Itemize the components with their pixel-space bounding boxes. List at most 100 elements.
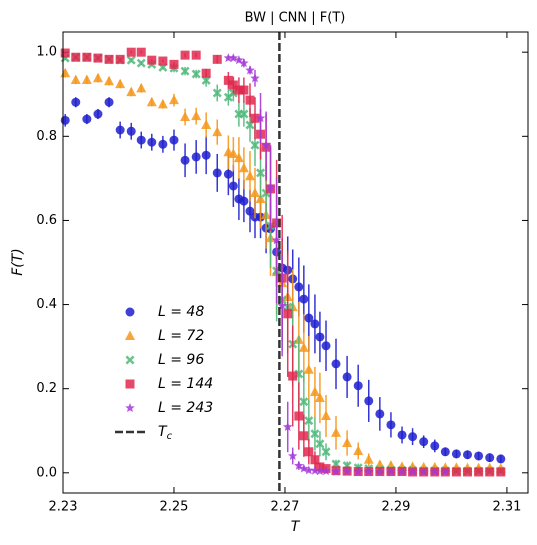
marker xyxy=(157,98,168,109)
marker xyxy=(277,300,287,310)
marker xyxy=(180,155,190,165)
legend-label-main: T xyxy=(158,424,168,440)
marker xyxy=(223,53,234,63)
marker xyxy=(234,85,244,95)
marker xyxy=(463,467,473,477)
marker xyxy=(294,460,304,470)
marker xyxy=(364,396,374,406)
marker xyxy=(228,80,238,90)
marker xyxy=(342,437,353,447)
marker xyxy=(71,52,81,62)
marker xyxy=(255,193,266,203)
marker xyxy=(239,109,249,119)
marker xyxy=(125,403,135,413)
legend-label: L = 48 xyxy=(158,304,204,320)
y-tick-label: 0.6 xyxy=(36,213,57,228)
marker xyxy=(261,140,271,150)
x-tick-label: 2.31 xyxy=(492,500,521,515)
marker xyxy=(321,447,331,457)
marker xyxy=(419,437,429,447)
marker xyxy=(309,386,320,397)
marker xyxy=(485,467,495,477)
y-tick-label: 0.0 xyxy=(36,465,57,480)
marker xyxy=(81,74,92,84)
marker xyxy=(304,416,314,426)
marker xyxy=(201,150,211,160)
marker xyxy=(474,451,484,461)
marker xyxy=(126,86,137,97)
marker xyxy=(115,78,126,89)
marker xyxy=(169,59,179,69)
marker xyxy=(191,50,201,60)
marker xyxy=(126,126,136,136)
marker xyxy=(397,466,407,477)
marker xyxy=(93,109,103,119)
marker xyxy=(212,126,223,137)
marker xyxy=(321,466,331,476)
marker xyxy=(255,113,266,123)
marker xyxy=(321,410,332,421)
marker xyxy=(408,432,418,442)
marker xyxy=(212,54,222,64)
y-tick-label: 0.2 xyxy=(36,381,57,396)
marker xyxy=(304,447,314,457)
x-tick-label: 2.25 xyxy=(160,500,189,515)
marker xyxy=(104,54,114,64)
marker xyxy=(250,113,260,123)
marker xyxy=(407,466,418,477)
marker xyxy=(180,66,190,76)
marker xyxy=(212,168,222,178)
marker xyxy=(212,88,222,98)
marker xyxy=(158,56,168,66)
marker xyxy=(233,152,244,163)
marker xyxy=(228,181,238,191)
marker xyxy=(303,364,314,374)
marker xyxy=(331,466,341,476)
marker xyxy=(265,182,276,192)
x-tick-label: 2.27 xyxy=(270,500,299,515)
marker xyxy=(201,68,211,78)
marker xyxy=(299,463,309,473)
marker xyxy=(228,148,239,158)
marker xyxy=(397,430,407,440)
marker xyxy=(147,55,157,65)
marker xyxy=(353,445,364,455)
marker xyxy=(315,439,325,449)
marker xyxy=(250,73,260,83)
marker xyxy=(430,441,440,451)
marker xyxy=(136,47,146,57)
marker xyxy=(363,466,374,477)
marker xyxy=(239,196,249,206)
marker xyxy=(104,97,114,107)
legend-label: L = 96 xyxy=(158,352,204,368)
marker xyxy=(283,309,293,319)
marker xyxy=(180,111,191,121)
marker xyxy=(191,110,202,121)
plot-frame xyxy=(62,31,529,494)
marker xyxy=(245,65,255,75)
legend-label: L = 72 xyxy=(158,328,204,344)
marker xyxy=(294,411,304,421)
marker xyxy=(70,74,81,84)
marker xyxy=(245,95,255,105)
marker xyxy=(250,140,260,150)
marker xyxy=(363,454,374,464)
marker xyxy=(92,72,103,83)
marker xyxy=(82,114,92,124)
marker xyxy=(168,94,179,105)
marker xyxy=(304,465,314,475)
marker xyxy=(256,168,266,178)
marker xyxy=(201,75,211,85)
marker xyxy=(342,466,352,476)
marker xyxy=(125,355,135,365)
marker xyxy=(223,169,233,179)
marker xyxy=(60,48,70,58)
x-tick-label: 2.23 xyxy=(49,500,78,515)
marker xyxy=(125,379,135,389)
marker xyxy=(71,97,81,107)
marker xyxy=(310,319,320,329)
series xyxy=(60,47,506,477)
marker xyxy=(239,85,249,95)
marker xyxy=(440,466,451,477)
